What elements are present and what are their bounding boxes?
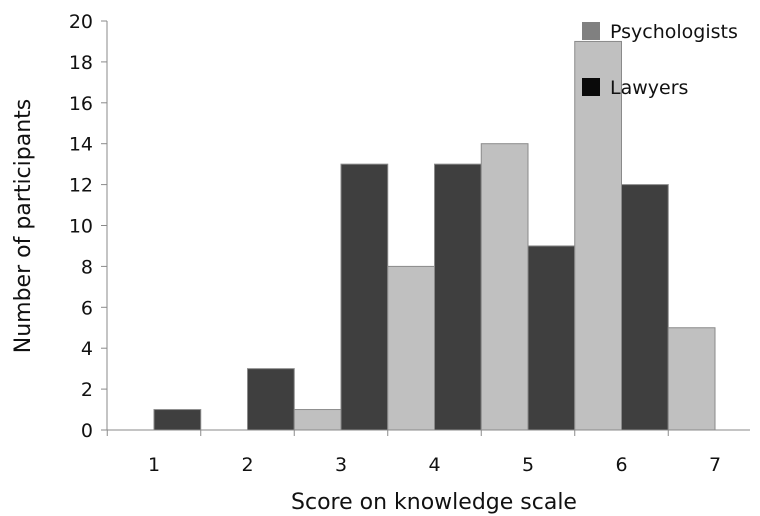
y-tick-label: 8 xyxy=(81,256,93,278)
y-tick-label: 0 xyxy=(81,420,93,442)
bar-lawyers-2 xyxy=(247,368,295,431)
bar-psychologists-2 xyxy=(293,409,342,431)
bar-psychologists-5 xyxy=(574,40,622,431)
x-tick-label: 4 xyxy=(428,454,440,476)
x-tick-label: 1 xyxy=(148,454,160,476)
y-tick-label: 20 xyxy=(69,11,93,33)
bar-lawyers-5 xyxy=(527,245,576,431)
bar-lawyers-1 xyxy=(153,409,202,431)
y-tick-label: 18 xyxy=(69,52,93,74)
y-axis-title: Number of participants xyxy=(11,99,36,353)
bars-layer xyxy=(153,40,716,431)
y-tick-label: 10 xyxy=(69,216,93,238)
bar-lawyers-6 xyxy=(621,184,669,431)
bar-psychologists-6 xyxy=(667,327,716,431)
x-tick-label: 3 xyxy=(335,454,347,476)
y-tick-label: 14 xyxy=(69,134,93,156)
y-tick-label: 12 xyxy=(69,175,93,197)
y-tick-label: 6 xyxy=(81,297,93,319)
bar-psychologists-3 xyxy=(387,265,435,431)
y-tick-label: 2 xyxy=(81,379,93,401)
legend-swatch-psychologists xyxy=(582,22,600,40)
legend-label-psychologists: Psychologists xyxy=(610,21,738,43)
x-axis-title: Score on knowledge scale xyxy=(291,490,577,515)
legend: Psychologists Lawyers xyxy=(582,21,738,99)
bar-lawyers-4 xyxy=(434,163,482,431)
legend-swatch-lawyers xyxy=(582,78,600,96)
x-tick-label: 6 xyxy=(615,454,627,476)
x-tick-label: 7 xyxy=(709,454,721,476)
x-tick-label: 2 xyxy=(241,454,253,476)
bar-lawyers-3 xyxy=(340,163,389,431)
y-tick-label: 4 xyxy=(81,338,93,360)
x-tick-label: 5 xyxy=(522,454,534,476)
y-tick-label: 16 xyxy=(69,93,93,115)
legend-label-lawyers: Lawyers xyxy=(610,77,688,99)
bar-psychologists-4 xyxy=(480,143,529,431)
